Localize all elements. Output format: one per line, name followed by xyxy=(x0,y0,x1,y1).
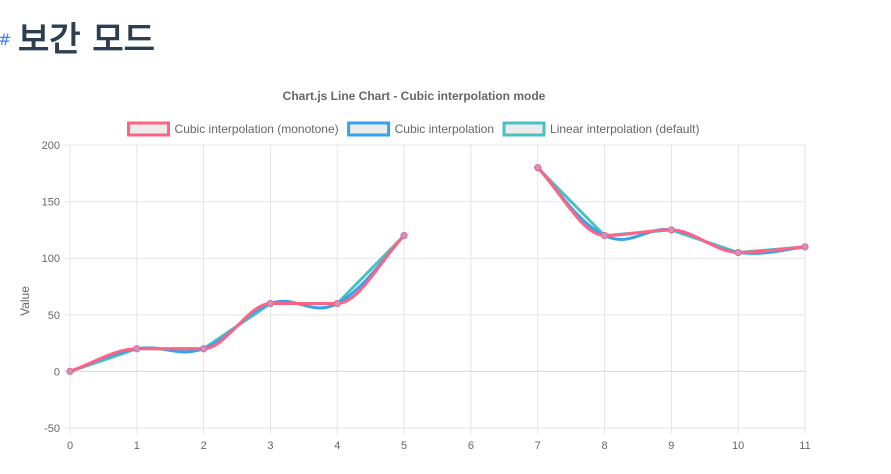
page-heading: # 보간 모드 xyxy=(0,14,155,66)
data-point[interactable] xyxy=(266,299,274,307)
series-path xyxy=(68,234,406,373)
x-tick-label: 10 xyxy=(732,440,744,452)
legend-swatch xyxy=(127,121,171,137)
x-tick-label: 8 xyxy=(601,440,607,452)
data-point[interactable] xyxy=(801,243,809,251)
data-point[interactable] xyxy=(66,367,74,375)
chart-canvas: Chart.js Line Chart - Cubic interpolatio… xyxy=(18,89,811,452)
chart-legend: Cubic interpolation (monotone) Cubic inte… xyxy=(127,121,699,137)
data-point[interactable] xyxy=(534,164,542,172)
x-tick-label: 6 xyxy=(468,440,474,452)
x-tick-label: 2 xyxy=(201,440,207,452)
series-line xyxy=(68,166,807,373)
legend-label: Cubic interpolation (monotone) xyxy=(175,122,339,136)
legend-label: Cubic interpolation xyxy=(395,122,494,136)
x-tick-label: 1 xyxy=(134,440,140,452)
y-tick-label: 100 xyxy=(42,253,60,265)
chart-grid xyxy=(64,144,806,434)
x-tick-label: 11 xyxy=(799,440,810,452)
y-tick-label: 150 xyxy=(42,197,60,209)
x-tick-label: 4 xyxy=(334,440,340,452)
series-line xyxy=(68,166,807,373)
anchor-link-icon[interactable]: # xyxy=(0,32,11,48)
data-point[interactable] xyxy=(667,226,675,234)
legend-item[interactable]: Linear interpolation (default) xyxy=(502,121,699,137)
y-tick-label: 50 xyxy=(48,310,60,322)
legend-swatch xyxy=(347,121,391,137)
data-point[interactable] xyxy=(133,345,141,353)
data-point[interactable] xyxy=(200,345,208,353)
series-points xyxy=(66,164,809,375)
x-tick-label: 9 xyxy=(668,440,674,452)
data-point[interactable] xyxy=(400,232,408,240)
x-axis: 0 1 2 3 4 5 6 7 8 9 10 11 xyxy=(67,440,811,452)
x-tick-label: 7 xyxy=(535,440,541,452)
legend-label: Linear interpolation (default) xyxy=(550,122,699,136)
y-tick-label: -50 xyxy=(44,423,60,435)
x-tick-label: 3 xyxy=(267,440,273,452)
series-points xyxy=(66,164,809,375)
y-tick-label: 200 xyxy=(42,140,60,152)
legend-swatch xyxy=(502,121,546,137)
page-title: 보간 모드 xyxy=(18,20,155,60)
data-point[interactable] xyxy=(333,299,341,307)
x-tick-label: 0 xyxy=(67,440,73,452)
legend-item[interactable]: Cubic interpolation xyxy=(347,121,494,137)
y-axis-title: Value xyxy=(18,286,32,316)
line-chart: Chart.js Line Chart - Cubic interpolatio… xyxy=(0,78,891,474)
x-tick-label: 5 xyxy=(401,440,407,452)
series-line xyxy=(68,166,807,373)
series-points xyxy=(66,164,809,375)
data-point[interactable] xyxy=(601,232,609,240)
legend-item[interactable]: Cubic interpolation (monotone) xyxy=(127,121,339,137)
y-tick-label: 0 xyxy=(54,366,60,378)
data-point[interactable] xyxy=(734,249,742,257)
y-axis: -50 0 50 100 150 200 xyxy=(42,140,60,435)
chart-series xyxy=(66,164,809,375)
chart-title: Chart.js Line Chart - Cubic interpolatio… xyxy=(283,89,546,103)
